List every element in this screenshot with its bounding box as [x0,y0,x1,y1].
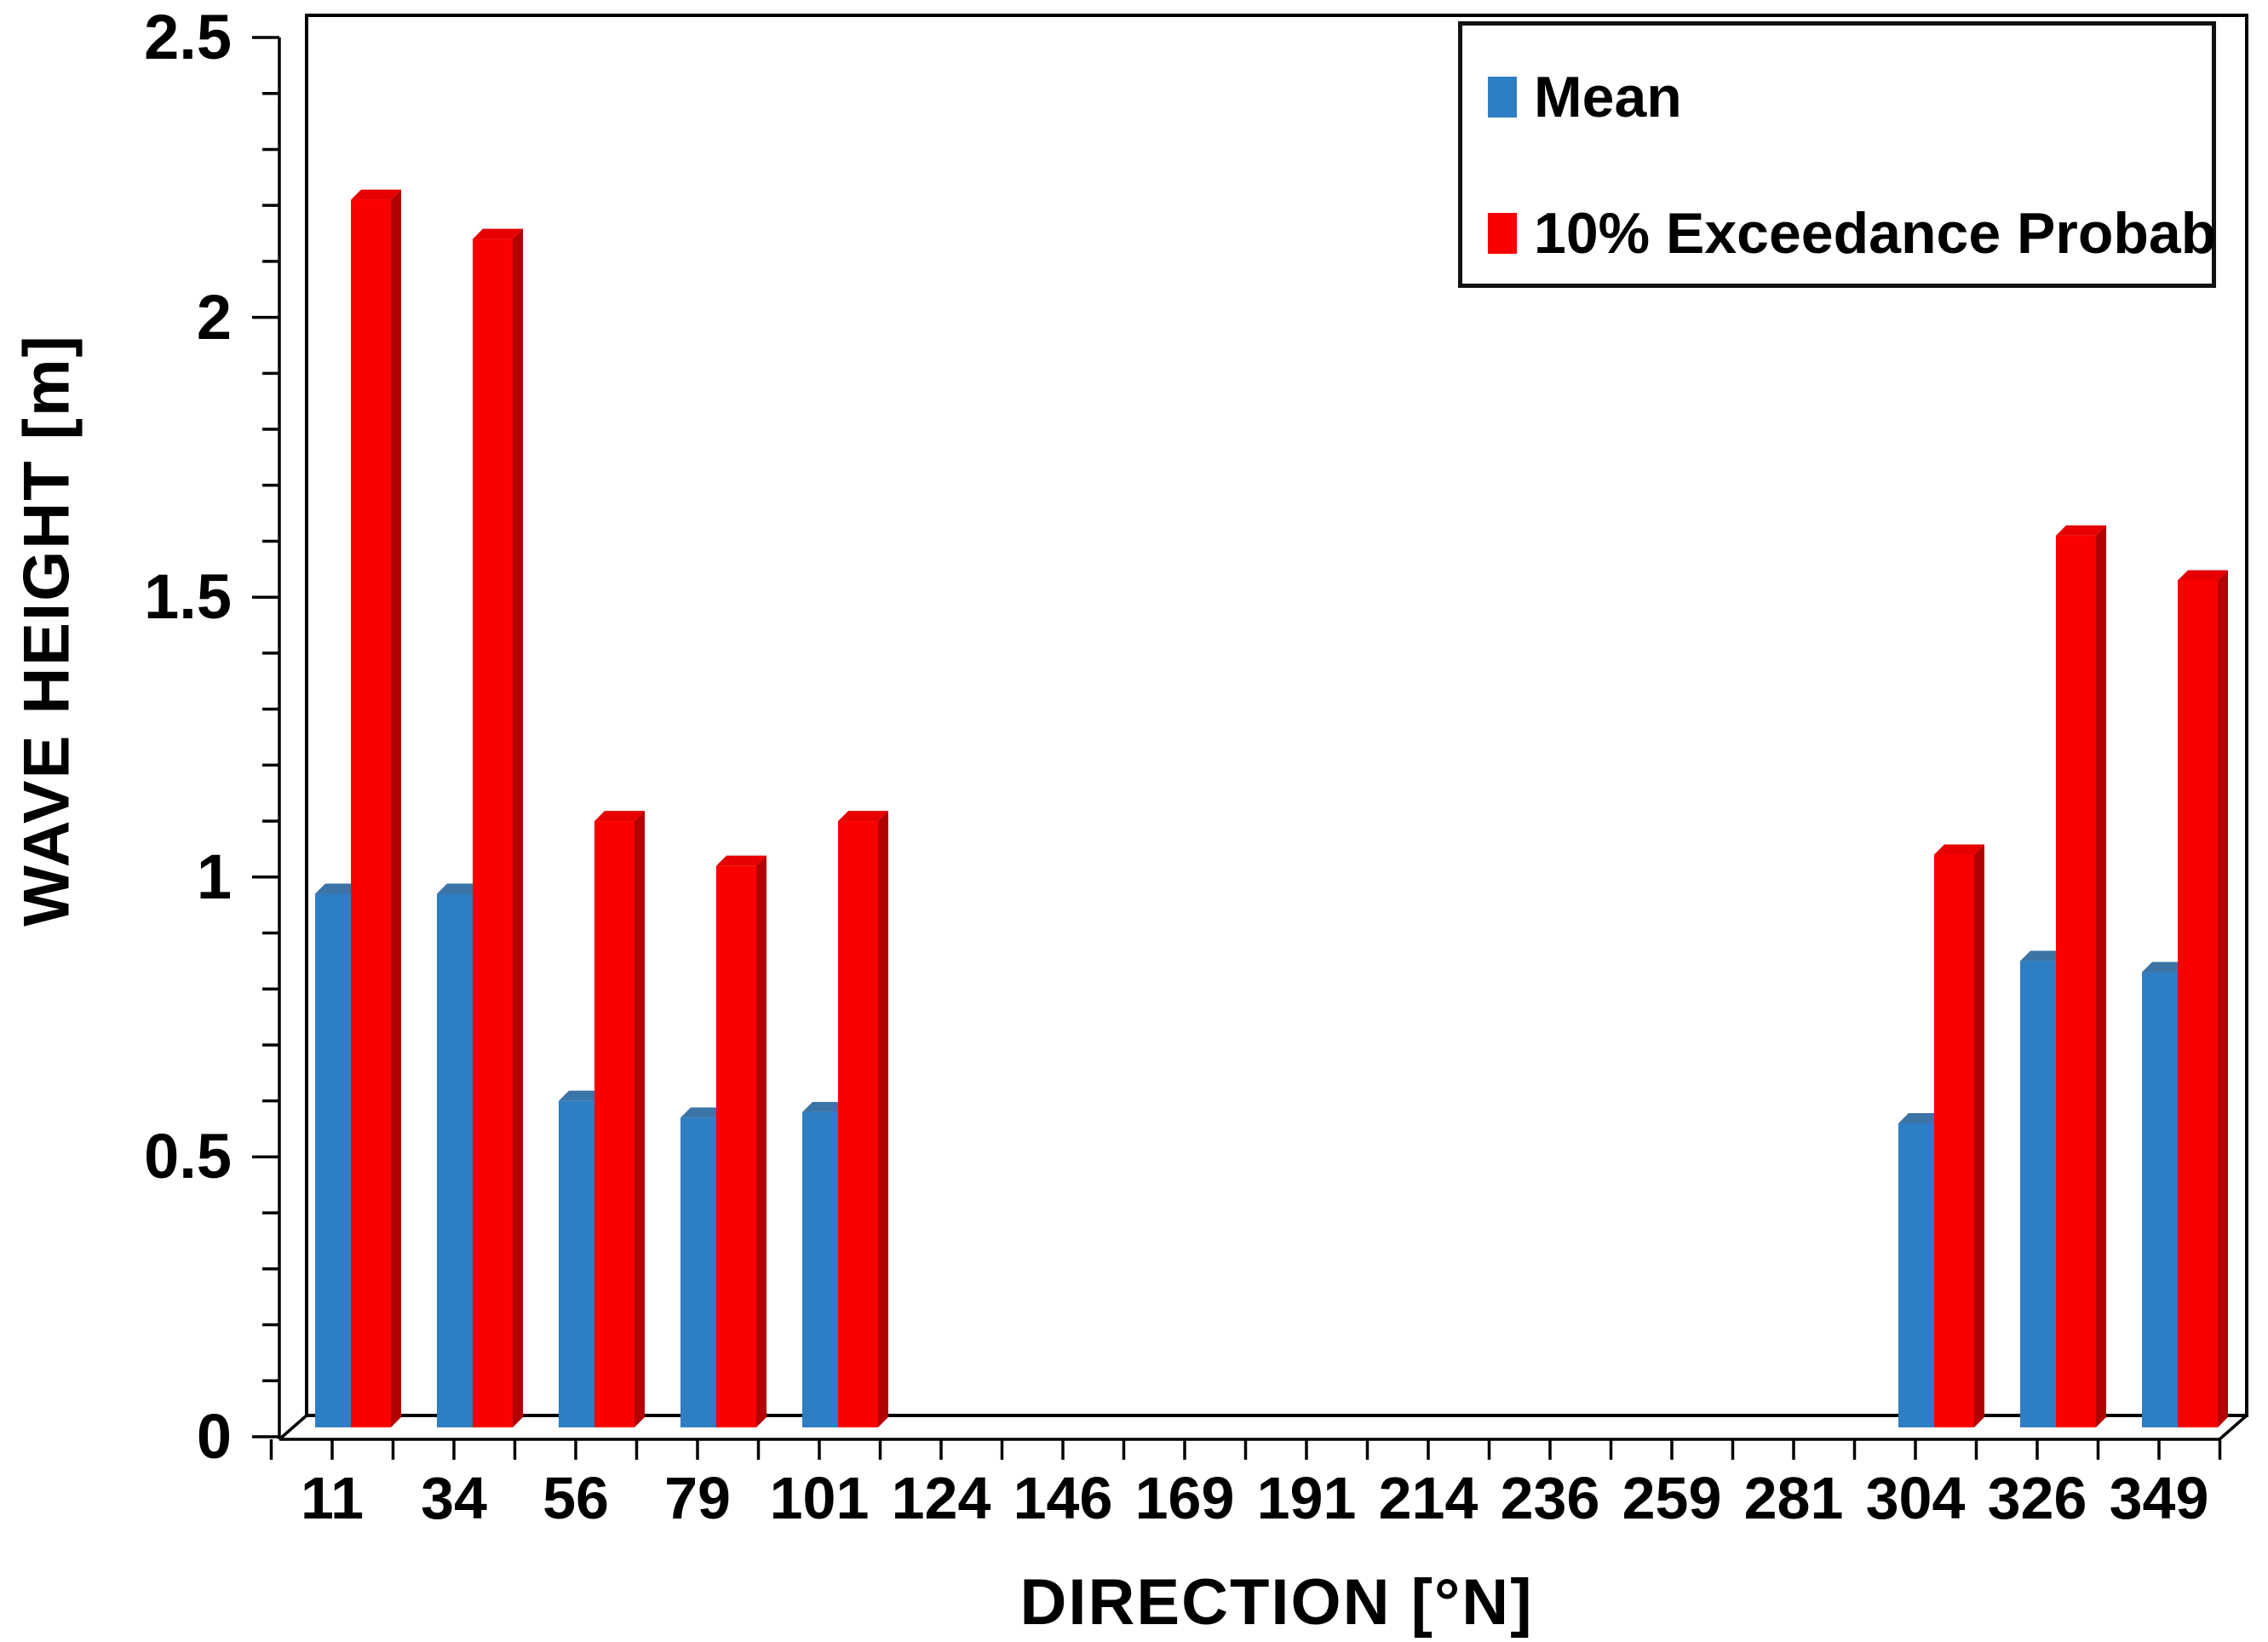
x-tick-label-56: 56 [543,1465,609,1531]
bar-top-exceedance-326 [2056,525,2106,536]
x-tick-label-101: 101 [769,1465,870,1531]
bar-mean-101 [802,1111,838,1427]
bar-side-exceedance-56 [634,811,645,1427]
bar-top-mean-349 [2142,962,2188,973]
bar-exceedance-101 [838,821,878,1427]
bar-mean-56 [559,1100,594,1427]
bar-top-exceedance-101 [838,811,888,822]
bar-mean-34 [437,893,473,1427]
y-axis-foot [278,1414,308,1441]
legend-swatch-exceedance-icon [1488,213,1517,254]
bar-exceedance-11 [351,199,391,1427]
bar-exceedance-304 [1934,854,1974,1427]
bar-top-exceedance-349 [2178,570,2228,581]
bar-mean-349 [2142,972,2178,1427]
x-axis-title: DIRECTION [°N] [1019,1566,1534,1639]
bar-top-exceedance-304 [1934,844,1984,855]
legend: Mean 10% Exceedance Probab [1458,21,2216,288]
bar-side-exceedance-101 [878,811,888,1427]
bar-side-exceedance-79 [756,855,767,1427]
bar-top-mean-11 [315,883,361,894]
bar-mean-79 [680,1117,716,1427]
x-tick-label-34: 34 [421,1465,487,1531]
x-tick-label-281: 281 [1743,1465,1844,1531]
y-tick-label-1: 1 [196,841,232,912]
bar-side-exceedance-304 [1974,844,1984,1427]
y-tick-label-2: 2 [196,281,232,353]
legend-label-mean: Mean [1534,65,1682,129]
x-tick-label-169: 169 [1134,1465,1235,1531]
y-tick-label-1.5: 1.5 [144,561,232,633]
bar-exceedance-34 [473,238,513,1427]
x-tick-label-259: 259 [1622,1465,1722,1531]
legend-label-exceedance: 10% Exceedance Probab [1534,201,2217,266]
bar-top-mean-304 [1898,1112,1944,1123]
x-tick-label-191: 191 [1256,1465,1357,1531]
bar-side-exceedance-349 [2218,570,2228,1427]
bar-top-exceedance-56 [594,811,645,822]
y-tick-label-0: 0 [196,1401,232,1472]
bar-top-exceedance-34 [473,228,523,239]
legend-item-mean: Mean [1488,68,1682,126]
bar-side-exceedance-34 [513,228,523,1427]
bar-mean-304 [1898,1122,1934,1427]
x-tick-label-326: 326 [1987,1465,2087,1531]
x-tick-label-11: 11 [301,1465,364,1531]
x-tick-label-124: 124 [891,1465,991,1531]
bar-exceedance-56 [594,821,634,1427]
x-tick-label-349: 349 [2109,1465,2209,1531]
y-tick-label-2.5: 2.5 [144,2,232,72]
y-axis-title: WAVE HEIGHT [m] [10,334,83,927]
legend-item-exceedance: 10% Exceedance Probab [1488,204,2216,262]
x-axis-foot [2218,1414,2248,1441]
bar-top-exceedance-79 [716,855,767,866]
bar-top-mean-56 [559,1090,605,1101]
x-tick-label-79: 79 [664,1465,731,1531]
bar-mean-326 [2020,961,2056,1427]
bar-top-mean-326 [2020,950,2066,962]
legend-swatch-mean-icon [1488,77,1517,118]
bar-side-exceedance-326 [2096,525,2106,1428]
x-tick-label-304: 304 [1865,1465,1966,1531]
bar-exceedance-326 [2056,535,2096,1428]
bar-top-mean-34 [437,883,483,894]
x-tick-label-214: 214 [1378,1465,1479,1531]
bar-top-mean-79 [680,1107,726,1118]
x-tick-label-236: 236 [1500,1465,1600,1531]
y-tick-label-0.5: 0.5 [144,1121,232,1192]
x-tick-label-146: 146 [1013,1465,1113,1531]
bar-top-exceedance-11 [351,189,401,200]
bar-mean-11 [315,893,351,1427]
bar-exceedance-79 [716,865,756,1427]
bar-top-mean-101 [802,1101,848,1112]
bar-side-exceedance-11 [391,189,401,1427]
bar-exceedance-349 [2178,580,2218,1427]
